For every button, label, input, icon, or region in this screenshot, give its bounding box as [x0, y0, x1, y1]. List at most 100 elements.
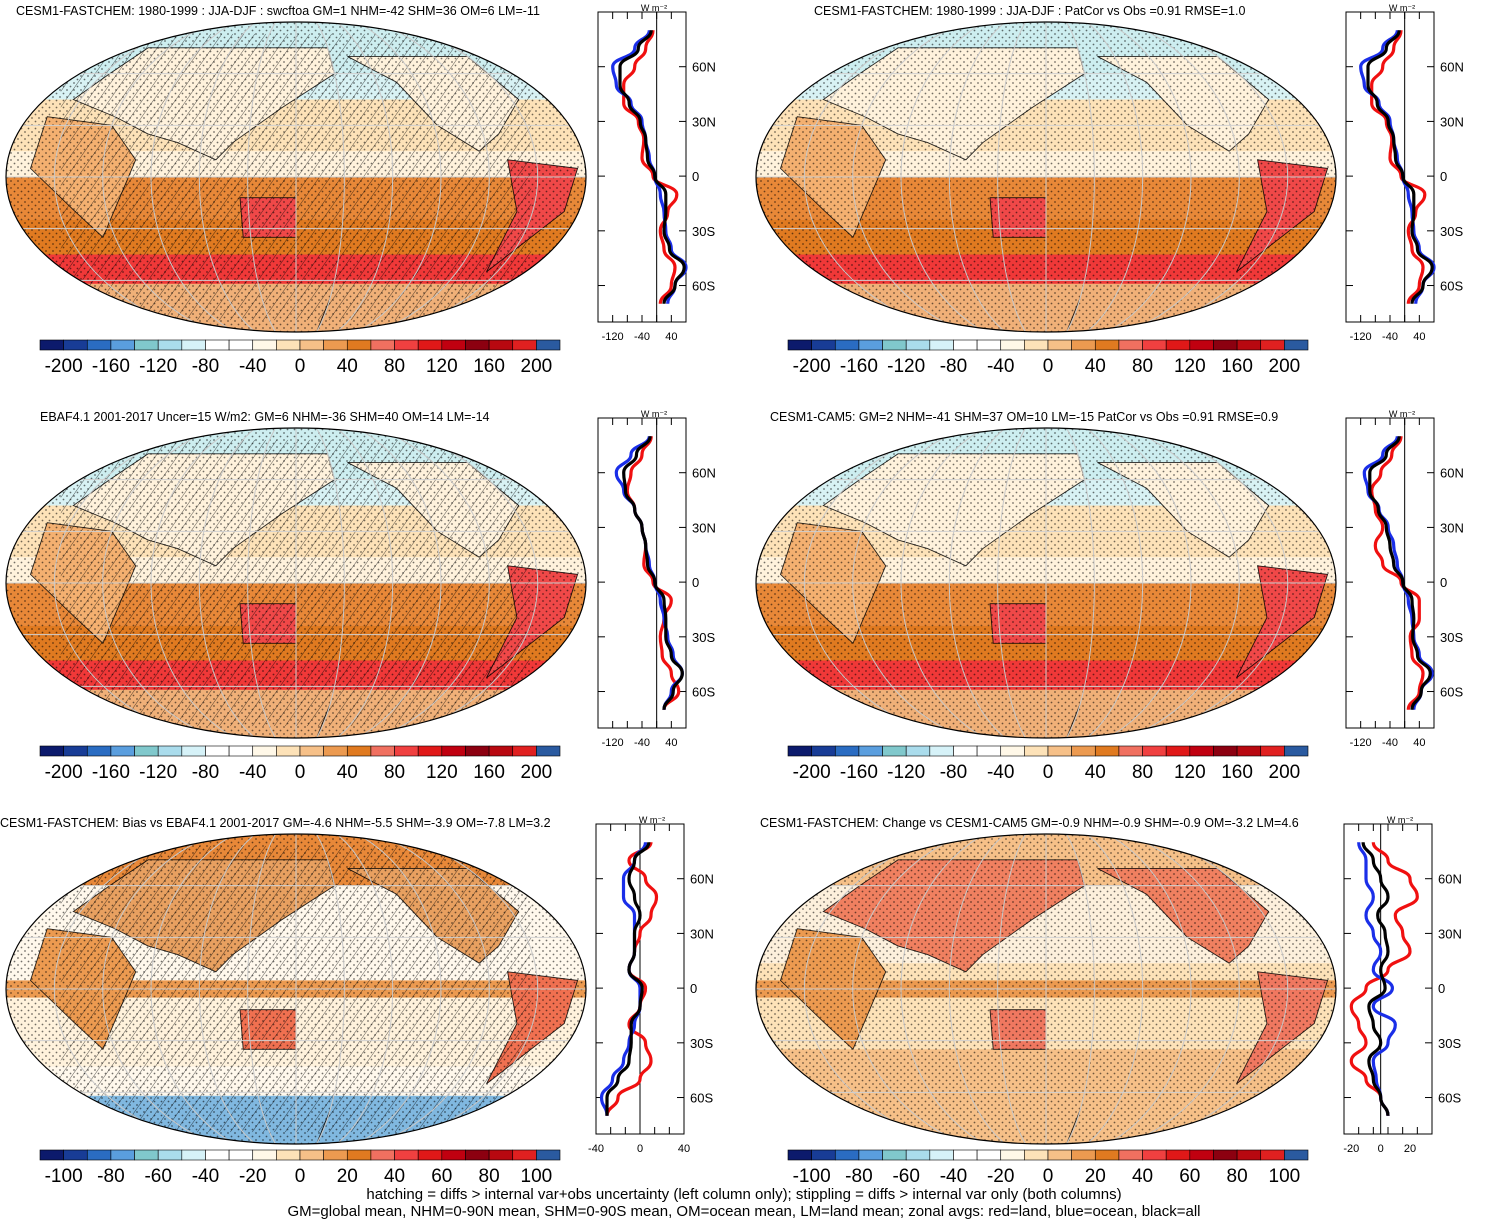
colorbar: -100 -80 -60 -40 -20 0 20 40 60 80 100: [39, 1149, 561, 1187]
colorbar-tick-label: 40: [1085, 762, 1106, 783]
colorbar-tick-label: -40: [239, 762, 266, 783]
colorbar-tick-label: 120: [1174, 356, 1206, 377]
series-line-all: [1361, 841, 1390, 1116]
latitude-label: 0: [692, 169, 699, 184]
series-line-all: [605, 841, 651, 1116]
colorbar-swatch: [157, 339, 183, 351]
colorbar: -200 -160 -120 -80 -40 0 40 80 120 160 200: [39, 745, 561, 783]
colorbar-swatch: [536, 1149, 561, 1161]
profile-tick-label: -40: [1382, 737, 1398, 749]
world-map: [5, 21, 587, 333]
colorbar-swatch: [1165, 745, 1191, 757]
latitude-label: 30S: [692, 630, 715, 645]
profile-tick-label: -120: [602, 331, 624, 343]
colorbar-tick-label: -40: [987, 762, 1014, 783]
colorbar-tick-label: -60: [144, 1166, 171, 1187]
colorbar-swatch: [252, 745, 277, 757]
colorbar-tick-label: 80: [384, 762, 405, 783]
colorbar-swatch: [1284, 339, 1309, 351]
profile-tick-label: 40: [678, 1143, 690, 1155]
colorbar-swatch: [39, 339, 64, 351]
latitude-label: 0: [692, 575, 699, 590]
colorbar-swatch: [86, 745, 112, 757]
series-line-all: [622, 435, 684, 710]
colorbar-swatch: [417, 339, 443, 351]
colorbar-swatch: [465, 1149, 490, 1161]
latitude-label: 0: [1440, 169, 1447, 184]
colorbar-swatch: [370, 745, 395, 757]
colorbar-swatch: [787, 1149, 812, 1161]
colorbar-tick-label: 100: [1269, 1166, 1301, 1187]
colorbar-swatch: [370, 1149, 395, 1161]
colorbar-tick-label: 40: [337, 762, 358, 783]
footer-line-1: hatching = diffs > internal var+obs unce…: [366, 1186, 1122, 1203]
colorbar-swatch: [1142, 745, 1167, 757]
colorbar-tick-label: -120: [887, 356, 925, 377]
profile-tick-label: 40: [665, 331, 677, 343]
colorbar-swatch: [488, 745, 514, 757]
colorbar-swatch: [86, 339, 112, 351]
colorbar-swatch: [39, 745, 64, 757]
colorbar-swatch: [1165, 339, 1191, 351]
colorbar-tick-label: 80: [384, 356, 405, 377]
latitude-label: 30N: [1438, 926, 1462, 941]
colorbar-swatch: [787, 745, 812, 757]
zonal-profile: W m⁻² 60N 30N 0 30S 60S -120 -40 40: [1345, 410, 1464, 749]
colorbar-swatch: [1024, 745, 1049, 757]
footer-line-2: GM=global mean, NHM=0-90N mean, SHM=0-90…: [287, 1203, 1201, 1220]
series-line-land: [622, 30, 679, 305]
colorbar-swatch: [181, 1149, 206, 1161]
latitude-label: 60S: [692, 685, 715, 700]
colorbar-swatch: [1024, 1149, 1049, 1161]
colorbar-swatch: [929, 1149, 954, 1161]
latitude-label: 60S: [1440, 685, 1463, 700]
panel-title: CESM1-FASTCHEM: 1980-1999 : JJA-DJF : sw…: [16, 4, 540, 18]
colorbar-tick-label: -200: [793, 762, 831, 783]
colorbar-swatch: [953, 339, 978, 351]
colorbar-tick-label: -200: [45, 762, 83, 783]
colorbar-swatch: [346, 745, 372, 757]
colorbar-tick-label: -60: [892, 1166, 919, 1187]
colorbar-swatch: [858, 1149, 883, 1161]
zonal-profile: W m⁻² 60N 30N 0 30S 60S -120 -40 40: [597, 410, 716, 749]
colorbar-swatch: [1213, 745, 1238, 757]
colorbar-swatch: [1213, 1149, 1238, 1161]
colorbar-tick-label: 0: [295, 1166, 306, 1187]
world-map: [755, 21, 1337, 333]
colorbar-swatch: [1118, 745, 1143, 757]
colorbar-swatch: [1260, 1149, 1285, 1161]
latitude-label: 30N: [1440, 520, 1464, 535]
world-map: [755, 833, 1337, 1145]
latitude-label: 30N: [690, 926, 714, 941]
colorbar-swatch: [205, 339, 230, 351]
colorbar-tick-label: 120: [426, 762, 458, 783]
colorbar-tick-label: 200: [1269, 762, 1301, 783]
colorbar: -200 -160 -120 -80 -40 0 40 80 120 160 200: [787, 339, 1309, 377]
colorbar-tick-label: 20: [1085, 1166, 1106, 1187]
colorbar-tick-label: -200: [793, 356, 831, 377]
colorbar-swatch: [976, 745, 1002, 757]
colorbar-swatch: [1189, 1149, 1214, 1161]
colorbar-swatch: [1094, 745, 1120, 757]
colorbar-tick-label: -120: [887, 762, 925, 783]
colorbar-tick-label: -160: [840, 762, 878, 783]
colorbar-swatch: [1284, 745, 1309, 757]
colorbar-tick-label: 20: [337, 1166, 358, 1187]
panel-title: CESM1-FASTCHEM: Bias vs EBAF4.1 2001-201…: [0, 816, 551, 830]
profile-tick-label: -40: [634, 737, 650, 749]
series-line-land: [625, 436, 681, 711]
series-line-all: [618, 29, 686, 305]
colorbar-tick-label: 120: [426, 356, 458, 377]
colorbar-tick-label: -40: [239, 356, 266, 377]
colorbar-swatch: [1142, 339, 1167, 351]
colorbar-swatch: [110, 339, 135, 351]
latitude-label: 0: [1438, 981, 1445, 996]
colorbar-swatch: [323, 745, 348, 757]
colorbar-swatch: [834, 1149, 860, 1161]
colorbar-swatch: [181, 339, 206, 351]
latitude-label: 30S: [1440, 630, 1463, 645]
colorbar-swatch: [276, 1149, 301, 1161]
colorbar-tick-label: -200: [45, 356, 83, 377]
zonal-profile: W m⁻² 60N 30N 0 30S 60S -120 -40 40: [1345, 4, 1464, 343]
colorbar-swatch: [1260, 339, 1285, 351]
